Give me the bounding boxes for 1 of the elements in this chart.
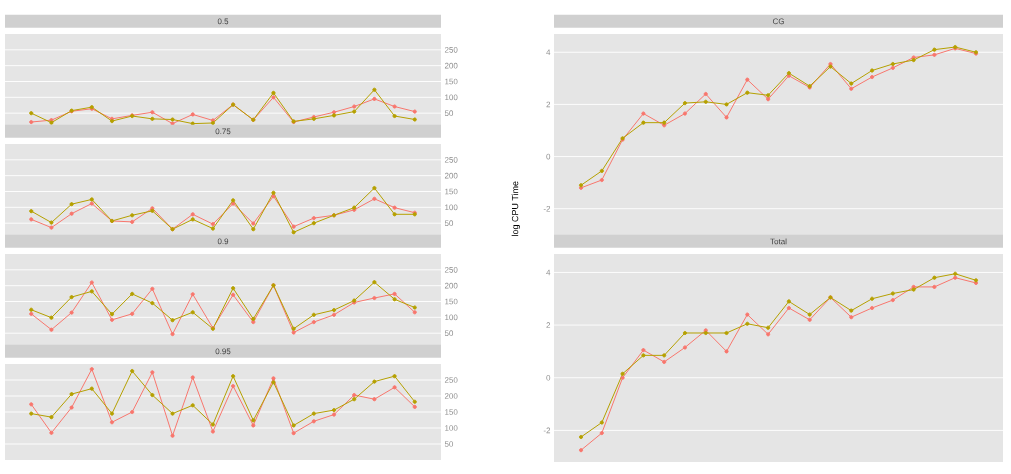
y-axis-title: log CPU Time	[511, 181, 521, 236]
